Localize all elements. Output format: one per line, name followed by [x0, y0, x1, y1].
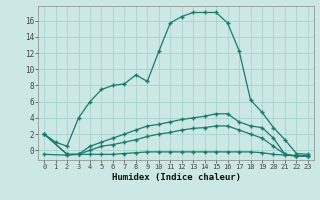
X-axis label: Humidex (Indice chaleur): Humidex (Indice chaleur) [111, 173, 241, 182]
